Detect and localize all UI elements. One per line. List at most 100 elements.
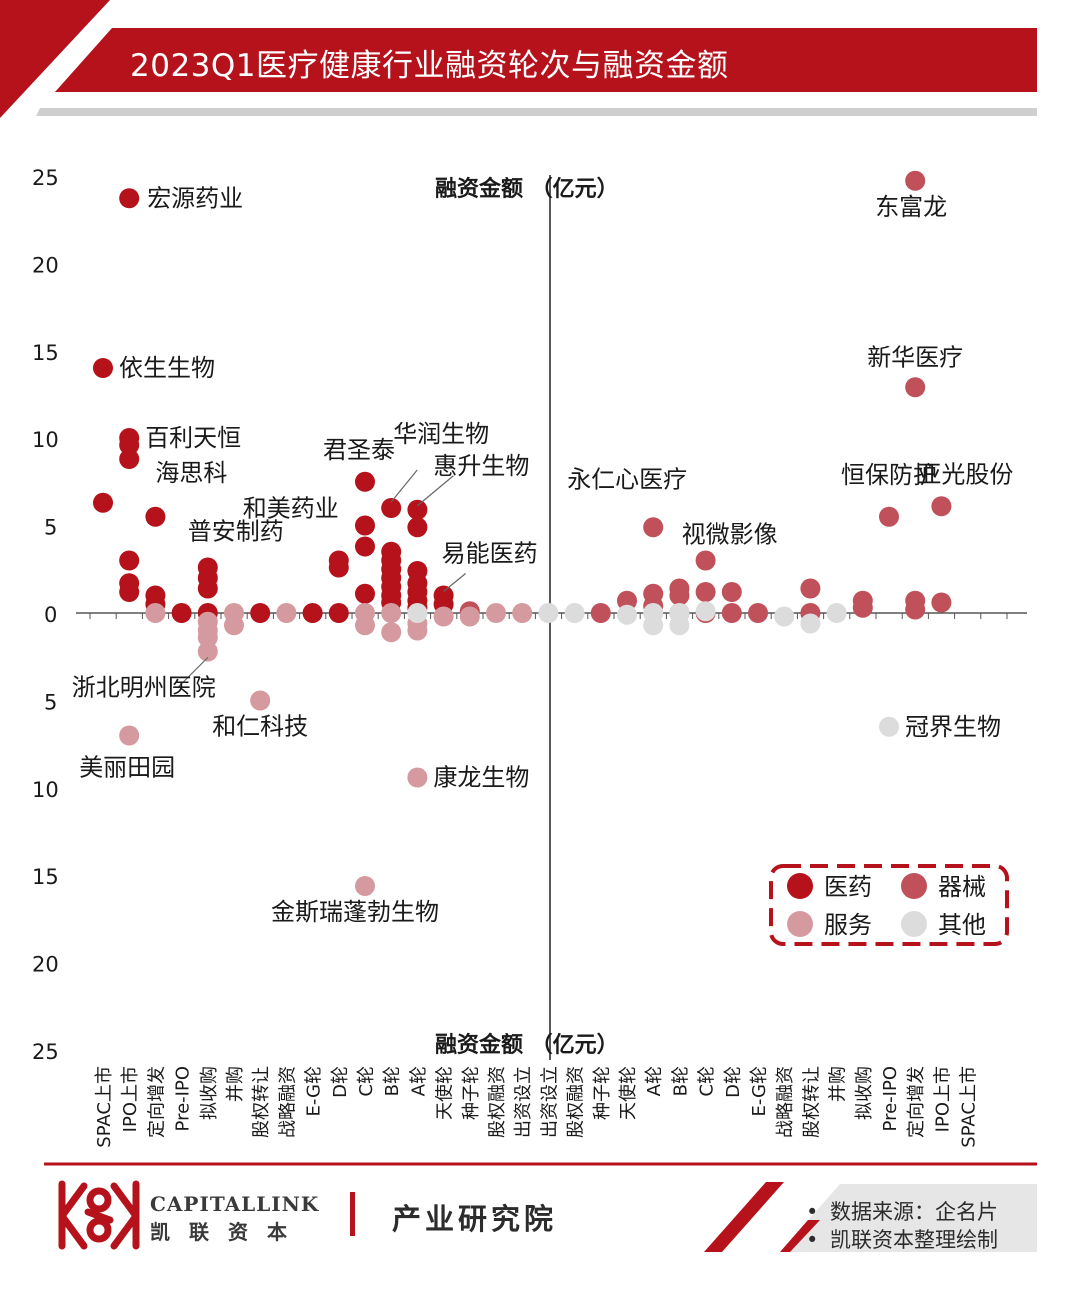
data-point-其他: [774, 606, 795, 627]
x-tick-label: SPAC上市: [959, 1066, 980, 1148]
data-point-器械: [748, 603, 768, 623]
x-tick-label: IPO上市: [120, 1066, 141, 1132]
data-point-医药: [302, 603, 323, 623]
data-point-医药: [145, 506, 166, 527]
y-tick-label: 25: [32, 166, 59, 190]
legend-swatch: [787, 911, 813, 937]
data-point-服务: [119, 725, 140, 746]
data-point-医药: [93, 358, 113, 378]
y-tick-label: 5: [44, 516, 57, 540]
data-point-器械: [695, 550, 716, 571]
x-tick-label: B轮: [382, 1066, 403, 1096]
source-text: 数据来源：企名片: [830, 1200, 998, 1224]
legend-label: 服务: [824, 911, 872, 939]
data-point-医药: [355, 583, 375, 604]
data-point-器械: [643, 517, 664, 538]
x-tick-label: 股权融资: [487, 1066, 508, 1138]
x-tick-label: C轮: [697, 1066, 718, 1097]
annotation-label: 冠界生物: [905, 713, 1001, 741]
source-text: 凯联资本整理绘制: [830, 1228, 998, 1252]
x-tick-label: SPAC上市: [94, 1066, 115, 1148]
institute-name: 产业研究院: [392, 1202, 558, 1236]
x-tick-label: 股权融资: [566, 1066, 587, 1138]
y-tick-label: 20: [32, 953, 59, 977]
data-point-器械: [905, 170, 926, 191]
data-point-医药: [119, 188, 140, 209]
data-point-其他: [643, 603, 664, 623]
y-tick-label: 20: [32, 253, 59, 277]
annotation-label: 君圣泰: [323, 436, 395, 464]
x-tick-labels: SPAC上市 IPO上市 定向增发 Pre-IPO 拟收购 并购 股权转让 战略融资 E-G轮 D…: [94, 1066, 980, 1148]
data-point-服务: [486, 603, 506, 623]
x-tick-label: A轮: [644, 1066, 665, 1096]
annotation-label: 美丽田园: [79, 754, 175, 782]
annotation-label: 惠升生物: [433, 452, 529, 480]
x-tick-label: 拟收购: [854, 1066, 875, 1120]
data-point-其他: [800, 613, 821, 634]
x-tick-label: IPO上市: [932, 1066, 953, 1132]
legend-label: 器械: [938, 873, 986, 901]
y-tick-label: 0: [44, 603, 57, 627]
data-point-其他: [695, 601, 716, 622]
annotation-label: 易能医药: [442, 540, 538, 568]
data-point-医药: [407, 499, 428, 520]
data-point-医药: [328, 603, 349, 623]
data-point-其他: [538, 603, 559, 623]
capitallink-logo: [58, 1180, 140, 1250]
annotation-label: 亚光股份: [917, 460, 1013, 488]
annotation-label: 海思科: [155, 459, 227, 487]
data-point-医药: [355, 515, 375, 536]
data-point-器械: [721, 582, 742, 602]
source-line-2: • 凯联资本整理绘制: [806, 1224, 998, 1254]
data-point-器械: [617, 590, 637, 611]
x-tick-label: D轮: [723, 1066, 744, 1098]
annotation-label: 永仁心医疗: [567, 465, 687, 493]
data-point-服务: [459, 606, 480, 627]
source-box: [780, 1184, 1037, 1252]
data-point-医药: [197, 578, 218, 599]
x-tick-label: B轮: [670, 1066, 691, 1096]
annotation-leader: [177, 657, 209, 688]
data-point-器械: [879, 506, 899, 527]
annotation-label: 恒保防护: [841, 461, 937, 489]
legend-frame: [769, 864, 1009, 946]
data-point-其他: [564, 603, 585, 623]
data-point-器械: [931, 592, 952, 613]
x-tick-label: 天使轮: [618, 1066, 639, 1120]
y-tick-label: 10: [32, 428, 59, 452]
data-point-服务: [197, 627, 218, 648]
data-point-服务: [407, 767, 428, 788]
x-tick-label: Pre-IPO: [880, 1066, 901, 1131]
axis-titles: 融资金额 （亿元） 融资金额 （亿元）: [435, 176, 619, 1058]
x-tick-label: 股权转让: [251, 1066, 272, 1138]
data-point-服务: [381, 622, 402, 643]
x-tick-label: D轮: [330, 1066, 351, 1098]
data-point-服务: [197, 641, 218, 662]
x-tick-label: 种子轮: [592, 1066, 613, 1120]
x-tick-label: 并购: [225, 1066, 246, 1102]
x-tick-label: 出资设立: [513, 1066, 534, 1138]
corner-triangle-decoration: [0, 0, 110, 118]
data-point-其他: [407, 603, 428, 623]
data-point-服务: [355, 876, 375, 896]
x-tick-label: 天使轮: [435, 1066, 456, 1120]
bullet: •: [806, 1200, 819, 1224]
brand-english: CAPITALLINK: [150, 1192, 320, 1216]
data-point-医药: [119, 435, 140, 455]
header-banner: [0, 0, 1037, 118]
x-tick-label: 战略融资: [277, 1066, 298, 1138]
x-tick-label: C轮: [356, 1066, 377, 1097]
title-banner: [55, 28, 1037, 92]
brand-chinese: 凯联资本: [150, 1220, 306, 1244]
y-axis-title-bottom: 融资金额 （亿元）: [435, 1032, 619, 1058]
x-tick-label: 并购: [828, 1066, 849, 1102]
y-tick-label: 15: [32, 341, 59, 365]
annotation-label: 华润生物: [393, 420, 489, 448]
legend-label: 其他: [938, 911, 986, 939]
annotation-label: 和美药业: [243, 495, 339, 523]
data-point-器械: [852, 597, 873, 618]
data-point-医药: [171, 603, 192, 623]
annotation-label: 东富龙: [875, 193, 947, 221]
x-tick-label: A轮: [408, 1066, 429, 1096]
